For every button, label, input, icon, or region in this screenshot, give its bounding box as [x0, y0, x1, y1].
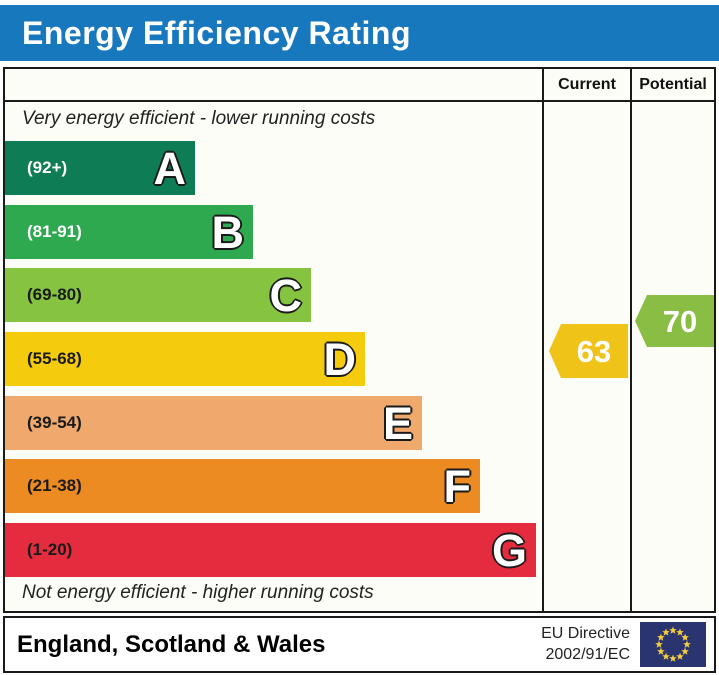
band-f-letter: F: [443, 460, 472, 512]
eu-directive-label: EU Directive 2002/91/EC: [541, 624, 630, 666]
band-g: (1-20) G: [5, 523, 536, 577]
band-e-letter: E: [382, 397, 413, 449]
current-arrow-shape: [549, 324, 628, 378]
eu-directive-line2: 2002/91/EC: [545, 645, 630, 663]
footer-bar: England, Scotland & Wales EU Directive 2…: [3, 616, 716, 673]
band-f: (21-38) F: [5, 459, 480, 513]
page-title: Energy Efficiency Rating: [22, 14, 411, 51]
title-bar: Energy Efficiency Rating: [0, 5, 719, 61]
band-c: (69-80) C: [5, 268, 311, 322]
rating-table: Current Potential Very energy efficient …: [3, 67, 716, 613]
band-f-range: (21-38): [27, 476, 82, 495]
band-b-range: (81-91): [27, 222, 82, 241]
current-column-header: Current: [558, 76, 616, 93]
region-label: England, Scotland & Wales: [17, 630, 326, 658]
band-d: (55-68) D: [5, 332, 365, 386]
potential-arrow-shape: [635, 295, 714, 347]
band-d-range: (55-68): [27, 349, 82, 368]
current-rating-arrow: 63: [549, 324, 628, 378]
band-g-letter: G: [491, 524, 527, 576]
band-a: (92+) A: [5, 141, 195, 195]
band-b: (81-91) B: [5, 205, 253, 259]
band-c-letter: C: [269, 269, 303, 321]
band-d-letter: D: [323, 333, 357, 385]
potential-rating-arrow: 70: [635, 295, 714, 347]
eu-flag-icon: [640, 622, 706, 667]
column-divider: [630, 69, 632, 611]
band-e: (39-54) E: [5, 396, 422, 450]
band-a-range: (92+): [27, 158, 68, 177]
band-a-letter: A: [153, 142, 187, 194]
band-b-letter: B: [211, 206, 245, 258]
bottom-note: Not energy efficient - higher running co…: [22, 582, 374, 603]
current-rating-value: 63: [577, 334, 611, 369]
band-e-range: (39-54): [27, 413, 82, 432]
header-divider: [5, 100, 714, 102]
band-g-range: (1-20): [27, 540, 73, 559]
column-divider: [542, 69, 544, 611]
directive-group: EU Directive 2002/91/EC: [541, 622, 714, 667]
eu-directive-line1: EU Directive: [541, 624, 630, 642]
band-c-range: (69-80): [27, 285, 82, 304]
top-note: Very energy efficient - lower running co…: [22, 108, 376, 129]
potential-rating-value: 70: [663, 304, 697, 339]
potential-column-header: Potential: [639, 76, 707, 93]
